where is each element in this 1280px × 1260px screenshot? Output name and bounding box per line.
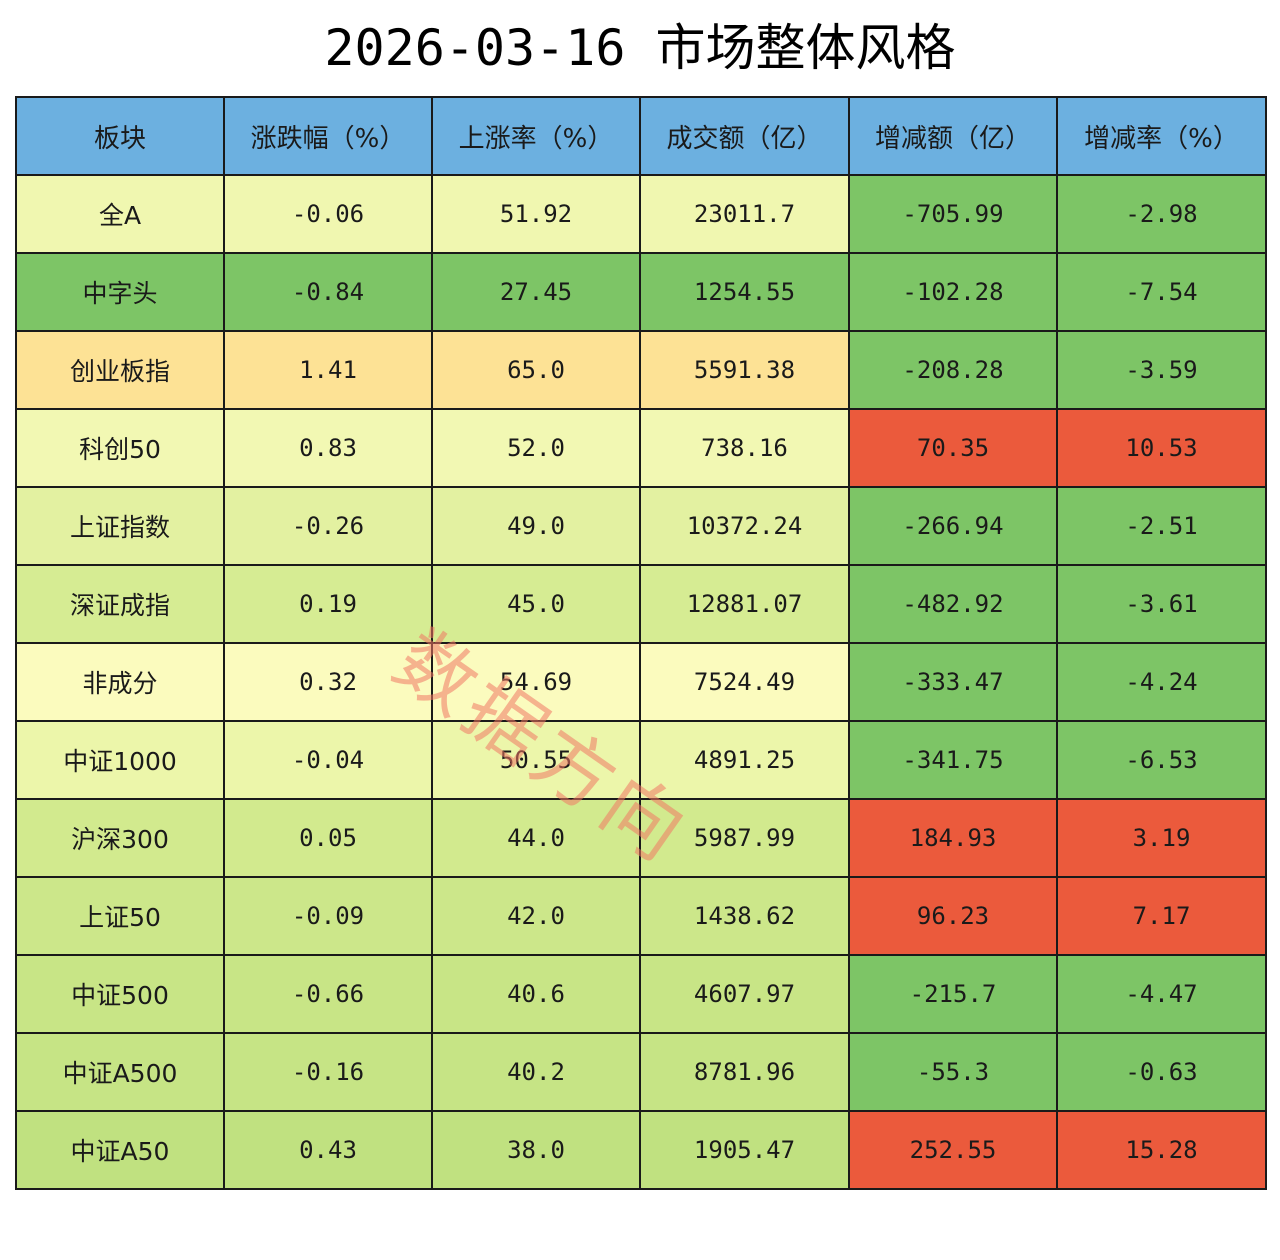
table-cell: -266.94	[850, 488, 1058, 566]
table-cell: -208.28	[850, 332, 1058, 410]
row-label: 上证指数	[17, 488, 225, 566]
table-cell: 49.0	[433, 488, 641, 566]
table-cell: 0.32	[225, 644, 433, 722]
row-label: 中证A50	[17, 1112, 225, 1190]
table-cell: 1.41	[225, 332, 433, 410]
table-cell: 40.6	[433, 956, 641, 1034]
table-cell: 8781.96	[641, 1034, 850, 1112]
table-cell: 44.0	[433, 800, 641, 878]
table-cell: 4891.25	[641, 722, 850, 800]
table-cell: 0.43	[225, 1112, 433, 1190]
table-cell: 184.93	[850, 800, 1058, 878]
table-cell: 51.92	[433, 176, 641, 254]
table-cell: 7524.49	[641, 644, 850, 722]
table-cell: 40.2	[433, 1034, 641, 1112]
table-cell: -3.59	[1058, 332, 1267, 410]
table-cell: 15.28	[1058, 1112, 1267, 1190]
table-cell: -7.54	[1058, 254, 1267, 332]
table-cell: 10.53	[1058, 410, 1267, 488]
table-cell: 10372.24	[641, 488, 850, 566]
table-cell: 45.0	[433, 566, 641, 644]
table-cell: -4.24	[1058, 644, 1267, 722]
column-header: 涨跌幅（%）	[225, 98, 433, 176]
row-label: 科创50	[17, 410, 225, 488]
table-cell: 65.0	[433, 332, 641, 410]
table-cell: -102.28	[850, 254, 1058, 332]
row-label: 深证成指	[17, 566, 225, 644]
page-title: 2026-03-16 市场整体风格	[324, 19, 956, 77]
column-header: 板块	[17, 98, 225, 176]
table-cell: 54.69	[433, 644, 641, 722]
table-cell: 52.0	[433, 410, 641, 488]
table-cell: 0.05	[225, 800, 433, 878]
table-cell: -0.84	[225, 254, 433, 332]
table-cell: 0.19	[225, 566, 433, 644]
market-style-table: 板块 涨跌幅（%） 上涨率（%） 成交额（亿） 增减额（亿） 增减率（%） 全A -0.06 5…	[15, 96, 1267, 1190]
table-cell: 1438.62	[641, 878, 850, 956]
table-cell: -6.53	[1058, 722, 1267, 800]
row-label: 沪深300	[17, 800, 225, 878]
table-cell: 1905.47	[641, 1112, 850, 1190]
column-header: 上涨率（%）	[433, 98, 641, 176]
table-cell: 4607.97	[641, 956, 850, 1034]
table-cell: 38.0	[433, 1112, 641, 1190]
table-cell: -705.99	[850, 176, 1058, 254]
table-cell: 5591.38	[641, 332, 850, 410]
table-cell: 27.45	[433, 254, 641, 332]
table-cell: 7.17	[1058, 878, 1267, 956]
table-cell: -0.06	[225, 176, 433, 254]
table-cell: -3.61	[1058, 566, 1267, 644]
table-cell: -482.92	[850, 566, 1058, 644]
row-label: 全A	[17, 176, 225, 254]
table-cell: -341.75	[850, 722, 1058, 800]
table-cell: -215.7	[850, 956, 1058, 1034]
column-header: 成交额（亿）	[641, 98, 850, 176]
table-cell: -0.63	[1058, 1034, 1267, 1112]
table-cell: 96.23	[850, 878, 1058, 956]
table-cell: 70.35	[850, 410, 1058, 488]
row-label: 中字头	[17, 254, 225, 332]
row-label: 中证A500	[17, 1034, 225, 1112]
table-cell: 12881.07	[641, 566, 850, 644]
table-cell: -0.16	[225, 1034, 433, 1112]
table-cell: -0.66	[225, 956, 433, 1034]
table-cell: 23011.7	[641, 176, 850, 254]
row-label: 中证1000	[17, 722, 225, 800]
table-cell: 42.0	[433, 878, 641, 956]
table-cell: 0.83	[225, 410, 433, 488]
row-label: 非成分	[17, 644, 225, 722]
column-header: 增减率（%）	[1058, 98, 1267, 176]
row-label: 中证500	[17, 956, 225, 1034]
table-cell: -4.47	[1058, 956, 1267, 1034]
row-label: 创业板指	[17, 332, 225, 410]
table-cell: 738.16	[641, 410, 850, 488]
column-header: 增减额（亿）	[850, 98, 1058, 176]
table-cell: 5987.99	[641, 800, 850, 878]
table-cell: -2.98	[1058, 176, 1267, 254]
table-cell: -0.04	[225, 722, 433, 800]
table-cell: 252.55	[850, 1112, 1058, 1190]
table-cell: -2.51	[1058, 488, 1267, 566]
table-cell: -0.09	[225, 878, 433, 956]
row-label: 上证50	[17, 878, 225, 956]
table-cell: -55.3	[850, 1034, 1058, 1112]
table-cell: 3.19	[1058, 800, 1267, 878]
table-cell: 1254.55	[641, 254, 850, 332]
table-cell: 50.55	[433, 722, 641, 800]
table-cell: -333.47	[850, 644, 1058, 722]
table-cell: -0.26	[225, 488, 433, 566]
